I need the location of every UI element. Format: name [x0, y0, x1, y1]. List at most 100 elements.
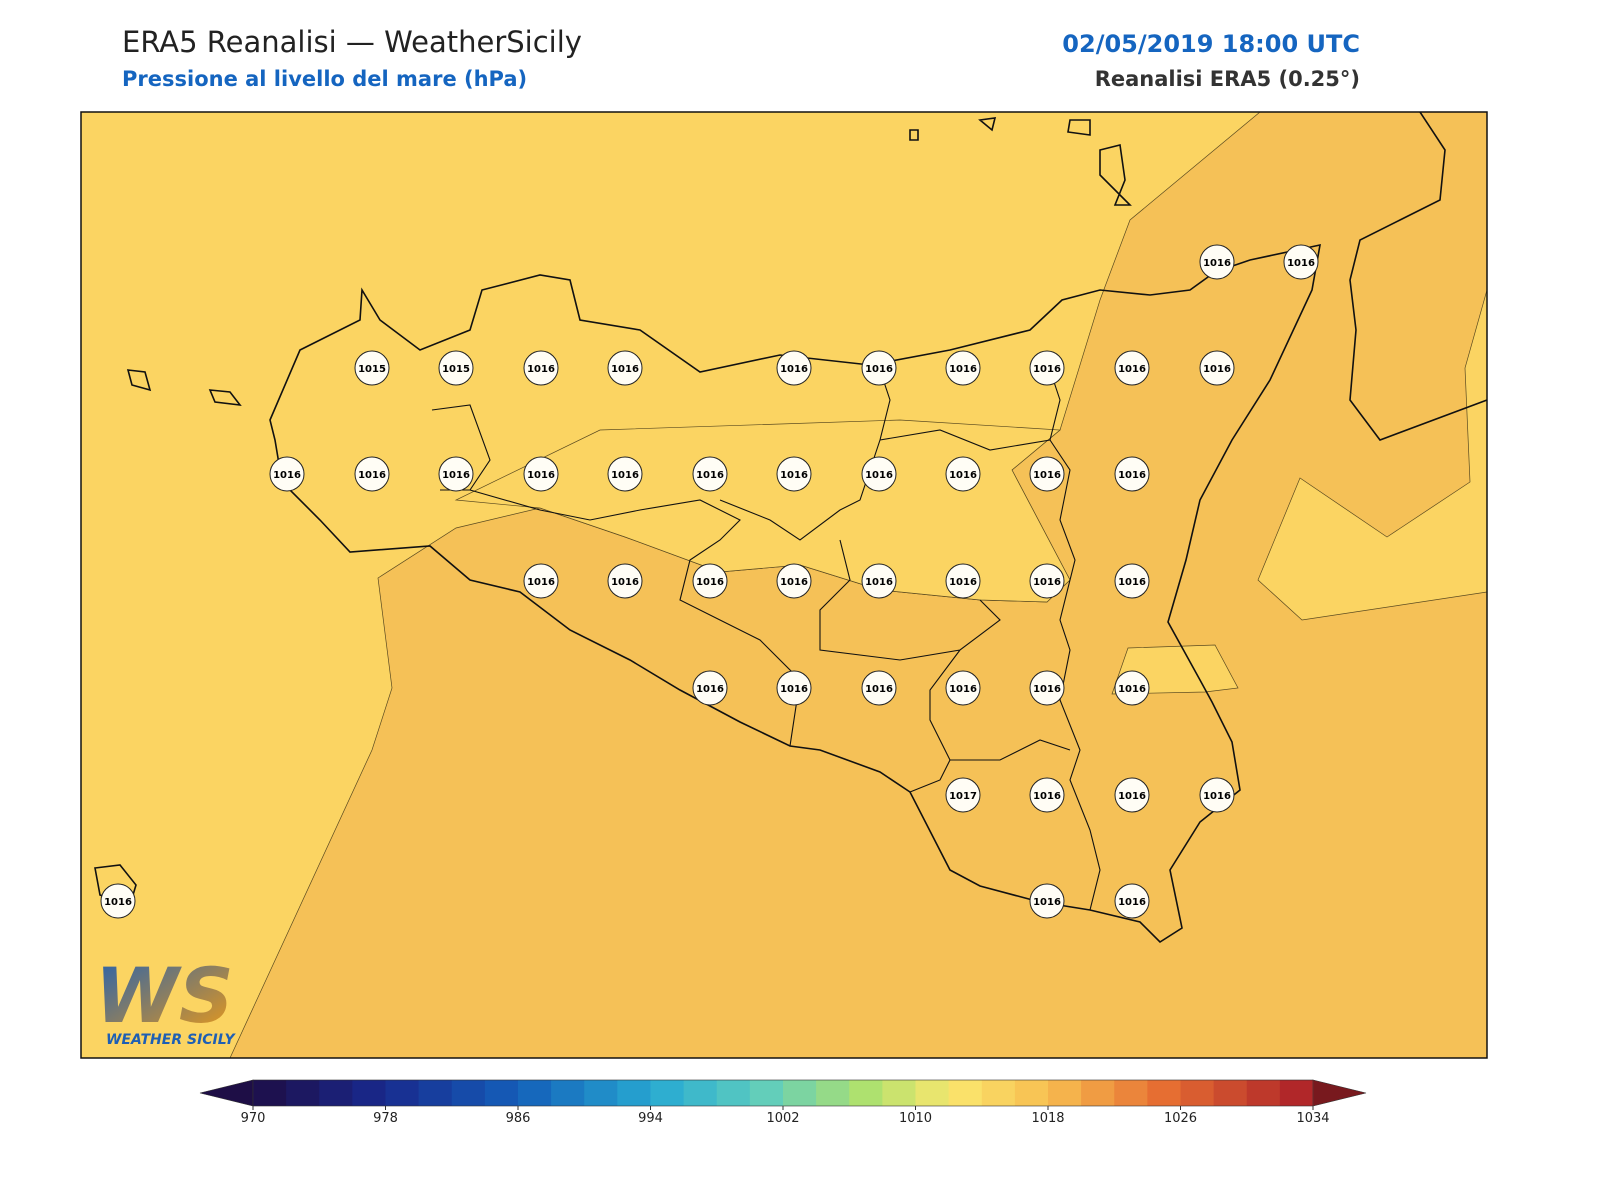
colorbar-tick-label: 1026 — [1164, 1111, 1197, 1126]
colorbar-cell — [783, 1080, 817, 1106]
station-marker — [945, 670, 981, 706]
station-marker — [1029, 670, 1065, 706]
station-value: 1016 — [696, 470, 724, 481]
station-value: 1016 — [780, 470, 808, 481]
colorbar-extend-high — [1312, 1079, 1367, 1107]
station-marker — [1199, 244, 1235, 280]
station-marker — [269, 456, 305, 492]
station-marker — [945, 456, 981, 492]
station-value: 1016 — [611, 577, 639, 588]
station-marker — [776, 350, 812, 386]
station-marker — [354, 456, 390, 492]
colorbar-cell — [518, 1080, 552, 1106]
province-borders — [431, 369, 1101, 911]
station-marker — [861, 456, 897, 492]
map — [81, 112, 1487, 1058]
colorbar-tick-label: 970 — [241, 1111, 266, 1126]
station-value: 1016 — [1033, 577, 1061, 588]
colorbar-cell — [385, 1080, 420, 1106]
colorbar-cell — [1048, 1080, 1082, 1106]
logo: WS WEATHER SICILY — [95, 951, 237, 1048]
colorbar-cell — [319, 1080, 353, 1106]
station-marker — [1199, 350, 1235, 386]
station-marker — [1029, 350, 1065, 386]
station-value: 1016 — [949, 470, 977, 481]
station-value: 1016 — [696, 684, 724, 695]
station-value: 1016 — [780, 364, 808, 375]
calabria-coast — [1349, 112, 1487, 441]
sicily-coast — [269, 243, 1321, 944]
colorbar-cell — [683, 1080, 718, 1106]
station-marker — [692, 563, 728, 599]
colorbar-cell — [352, 1080, 386, 1106]
station-value: 1016 — [1118, 897, 1146, 908]
colorbar-cell — [1246, 1080, 1281, 1106]
station-marker — [607, 456, 643, 492]
station-value: 1016 — [1033, 897, 1061, 908]
station-value: 1016 — [780, 577, 808, 588]
station-marker — [438, 350, 474, 386]
station-value: 1015 — [358, 364, 386, 375]
title: ERA5 Reanalisi — WeatherSicily — [122, 25, 582, 59]
islands — [94, 117, 1132, 907]
station-value: 1016 — [1287, 258, 1315, 269]
station-marker — [776, 456, 812, 492]
station-value: 1016 — [1033, 684, 1061, 695]
station-value: 1015 — [442, 364, 470, 375]
station-value: 1016 — [527, 470, 555, 481]
station-value: 1016 — [273, 470, 301, 481]
colorbar-cell — [948, 1080, 983, 1106]
colorbar-cell — [981, 1080, 1016, 1106]
station-value: 1016 — [1203, 258, 1231, 269]
station-marker — [1029, 777, 1065, 813]
station-value: 1016 — [1118, 684, 1146, 695]
station-value: 1016 — [104, 897, 132, 908]
colorbar-cell — [650, 1080, 685, 1106]
station-marker — [523, 563, 559, 599]
station-marker — [1114, 456, 1150, 492]
colorbar-cell — [286, 1080, 320, 1106]
colorbar-extend-low — [199, 1079, 254, 1107]
station-value: 1016 — [1203, 791, 1231, 802]
station-marker — [692, 456, 728, 492]
logo-name: WEATHER SICILY — [106, 1032, 237, 1048]
colorbar-cell — [484, 1080, 519, 1106]
station-marker — [861, 350, 897, 386]
station-value: 1016 — [358, 470, 386, 481]
colorbar-cell — [1279, 1080, 1314, 1106]
colorbar-cell — [551, 1080, 585, 1106]
station-value: 1016 — [780, 684, 808, 695]
colorbar-cell — [915, 1080, 950, 1106]
station-value: 1016 — [611, 470, 639, 481]
station-marker — [1199, 777, 1235, 813]
station-value: 1017 — [949, 791, 977, 802]
station-marker — [1029, 883, 1065, 919]
colorbar-cell — [1114, 1080, 1148, 1106]
colorbar-cell — [1180, 1080, 1215, 1106]
colorbar-cell — [418, 1080, 453, 1106]
colorbar-tick-label: 986 — [506, 1111, 531, 1126]
station-value: 1016 — [865, 684, 893, 695]
station-marker — [1114, 350, 1150, 386]
subtitle: Pressione al livello del mare (hPa) — [122, 67, 527, 91]
station-marker — [1114, 670, 1150, 706]
station-marker — [945, 563, 981, 599]
station-marker — [861, 670, 897, 706]
station-value: 1016 — [1033, 791, 1061, 802]
station-value: 1016 — [1203, 364, 1231, 375]
colorbar-tick-label: 1034 — [1296, 1111, 1329, 1126]
station-marker — [1114, 563, 1150, 599]
colorbar-tick-label: 1018 — [1031, 1111, 1064, 1126]
station-marker — [1029, 456, 1065, 492]
station-marker — [607, 563, 643, 599]
colorbar-tick-label: 978 — [373, 1111, 398, 1126]
station-marker — [1114, 777, 1150, 813]
stations: 1016 1016 1015 1015 1016 1016 1016 1016 1016 1016… — [100, 244, 1319, 919]
station-value: 1016 — [442, 470, 470, 481]
station-value: 1016 — [1118, 791, 1146, 802]
station-marker — [1114, 883, 1150, 919]
station-value: 1016 — [865, 364, 893, 375]
colorbar-cell — [451, 1080, 486, 1106]
colorbar-cell — [584, 1080, 618, 1106]
colorbar-cell — [1014, 1080, 1049, 1106]
